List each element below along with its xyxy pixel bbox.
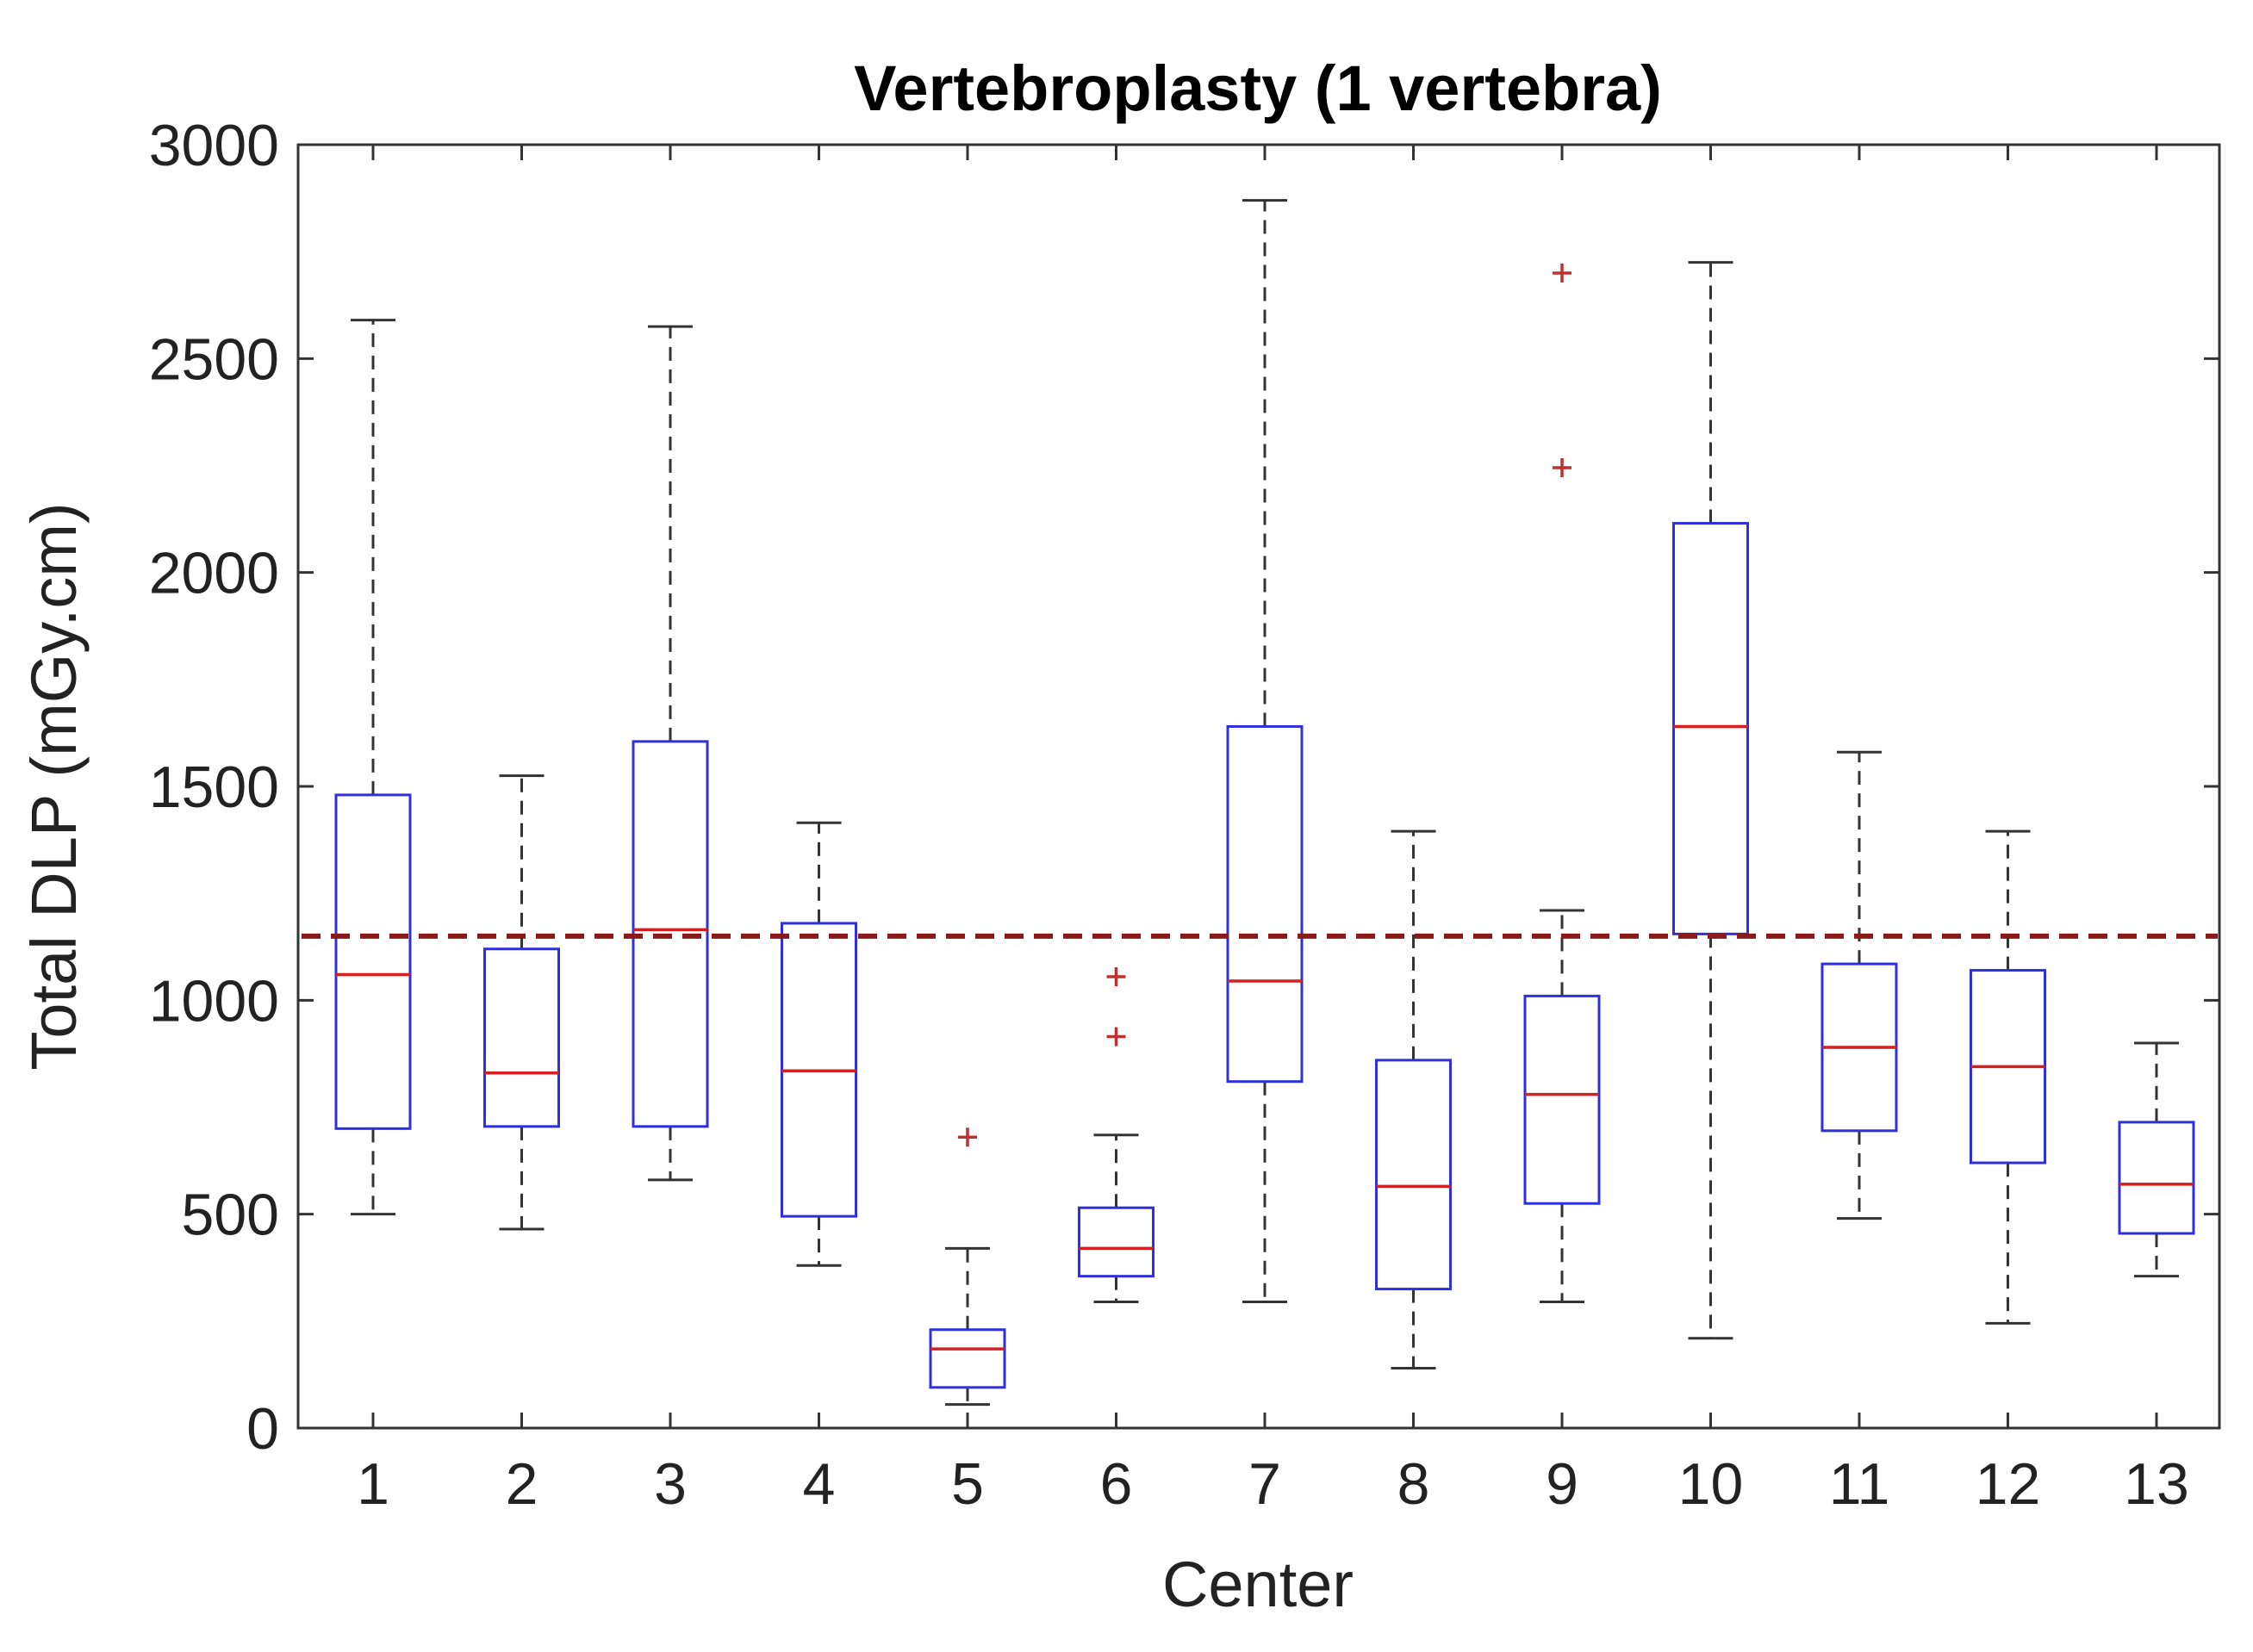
box-plot-12 (1970, 829, 2046, 1325)
x-tick-label: 12 (1976, 1451, 2041, 1517)
y-axis-label: Total DLP (mGy.cm) (18, 502, 90, 1070)
box-plot-2 (483, 774, 560, 1231)
x-tick-label: 2 (506, 1451, 538, 1517)
outlier-point (1106, 1027, 1126, 1046)
x-tick-label: 1 (357, 1451, 389, 1517)
outlier-point (1106, 967, 1126, 987)
outlier-point (958, 1127, 977, 1147)
iqr-box (1375, 1059, 1452, 1291)
y-tick-label: 500 (182, 1183, 279, 1248)
x-tick-label: 6 (1100, 1451, 1133, 1517)
box-plot-9 (1523, 264, 1601, 1303)
x-tick-label: 11 (1829, 1451, 1890, 1517)
iqr-box (1078, 1206, 1155, 1278)
iqr-box (1523, 994, 1601, 1205)
y-axis: 0 500 1000 1500 2000 2500 3000 (149, 113, 2219, 1462)
box-plot-13 (2118, 1041, 2195, 1278)
iqr-box (483, 947, 560, 1128)
y-tick-label: 0 (246, 1396, 279, 1462)
x-tick-label: 3 (654, 1451, 687, 1517)
iqr-box (1226, 724, 1304, 1084)
iqr-box (929, 1328, 1006, 1389)
y-tick-label: 2000 (149, 541, 279, 606)
box-plot-6 (1078, 967, 1155, 1303)
x-axis: 1 2 3 4 5 6 7 8 9 10 11 12 13 (357, 145, 2189, 1517)
y-tick-label: 3000 (149, 113, 279, 178)
box-plot-8 (1375, 829, 1452, 1369)
chart-title: Vertebroplasty (1 vertebra) (854, 53, 1662, 124)
box-plot-5 (929, 1127, 1006, 1407)
iqr-box (2118, 1121, 2195, 1235)
outlier-point (1553, 264, 1571, 283)
box-plot-11 (1820, 750, 1898, 1220)
box-plot-7 (1226, 199, 1304, 1303)
y-tick-label: 2500 (149, 326, 279, 392)
y-tick-label: 1500 (149, 755, 279, 820)
y-tick-label: 1000 (149, 968, 279, 1034)
x-tick-label: 10 (1678, 1451, 1744, 1517)
plot-area (296, 143, 2221, 1430)
x-tick-label: 5 (951, 1451, 984, 1517)
box-plots (334, 199, 2195, 1407)
x-tick-label: 4 (803, 1451, 836, 1517)
x-tick-label: 13 (2124, 1451, 2189, 1517)
outlier-point (1553, 457, 1571, 477)
x-tick-label: 8 (1397, 1451, 1430, 1517)
x-tick-label: 9 (1546, 1451, 1578, 1517)
x-axis-label: Center (1162, 1549, 1354, 1620)
box-plot-1 (334, 319, 412, 1216)
iqr-box (334, 793, 412, 1130)
box-plot-4 (781, 821, 857, 1267)
x-tick-label: 7 (1248, 1451, 1281, 1517)
